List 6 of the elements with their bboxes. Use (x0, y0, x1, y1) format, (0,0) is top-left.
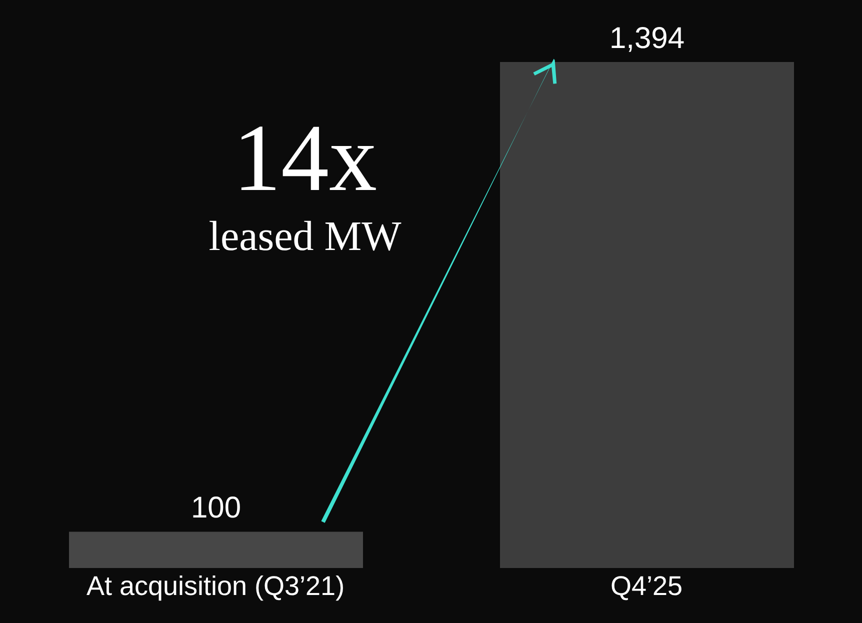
annotation: leased MW (208, 213, 402, 262)
data-label: 1,394 (609, 22, 685, 55)
annotation: 14x (232, 104, 378, 211)
x-tick-label: At acquisition (Q3’21) (86, 571, 345, 602)
data-label: 100 (190, 492, 242, 525)
x-tick-label: Q4’25 (610, 571, 683, 602)
